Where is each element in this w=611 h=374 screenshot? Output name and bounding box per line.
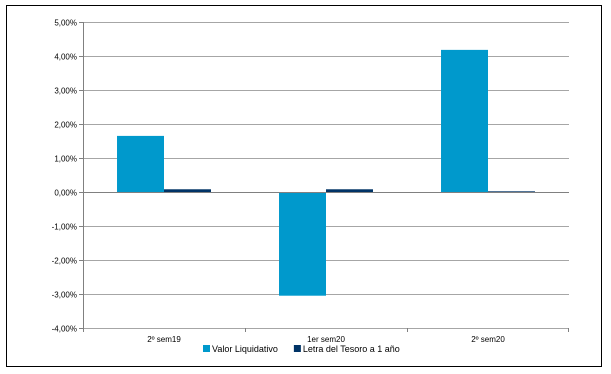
bar-chart: 5,00% 4,00% 3,00% 2,00% 1,00% 0,00% -1,00% -2,0… (52, 19, 569, 354)
y-tick-label: -2,00% (52, 257, 77, 266)
legend-label-letra-del-tesoro: Letra del Tesoro a 1 año (303, 344, 400, 354)
y-tick-label: 2,00% (54, 121, 77, 130)
x-category-label: 1er sem20 (307, 335, 345, 344)
y-tick-label: -3,00% (52, 291, 77, 300)
y-tick-label: -1,00% (52, 223, 77, 232)
chart-frame: 5,00% 4,00% 3,00% 2,00% 1,00% 0,00% -1,00% -2,0… (6, 5, 602, 367)
bar-letra-del-tesoro-2 (326, 189, 373, 192)
bar-valor-liquidativo-2 (279, 192, 326, 296)
x-category-label: 2º sem19 (147, 335, 181, 344)
legend-swatch-letra-del-tesoro (293, 345, 301, 352)
y-tick-label: 3,00% (54, 87, 77, 96)
y-tick-label: 0,00% (54, 189, 77, 198)
y-axis-ticks: 5,00% 4,00% 3,00% 2,00% 1,00% 0,00% -1,00% -2,0… (52, 19, 77, 334)
y-tick-label: -4,00% (52, 325, 77, 334)
bar-letra-del-tesoro-1 (164, 189, 211, 192)
y-tick-label: 4,00% (54, 53, 77, 62)
bar-valor-liquidativo-3 (441, 49, 488, 192)
x-category-label: 2º sem20 (471, 335, 505, 344)
legend-swatch-valor-liquidativo (203, 345, 210, 352)
legend-label-valor-liquidativo: Valor Liquidativo (212, 344, 278, 354)
axes (83, 22, 569, 332)
y-tick-label: 1,00% (54, 155, 77, 164)
legend: Valor Liquidativo Letra del Tesoro a 1 añ… (203, 344, 400, 354)
x-axis-ticks: 2º sem19 1er sem20 2º sem20 (147, 335, 505, 344)
y-tick-label: 5,00% (54, 19, 77, 28)
bars (117, 49, 535, 296)
bar-valor-liquidativo-1 (117, 135, 164, 192)
